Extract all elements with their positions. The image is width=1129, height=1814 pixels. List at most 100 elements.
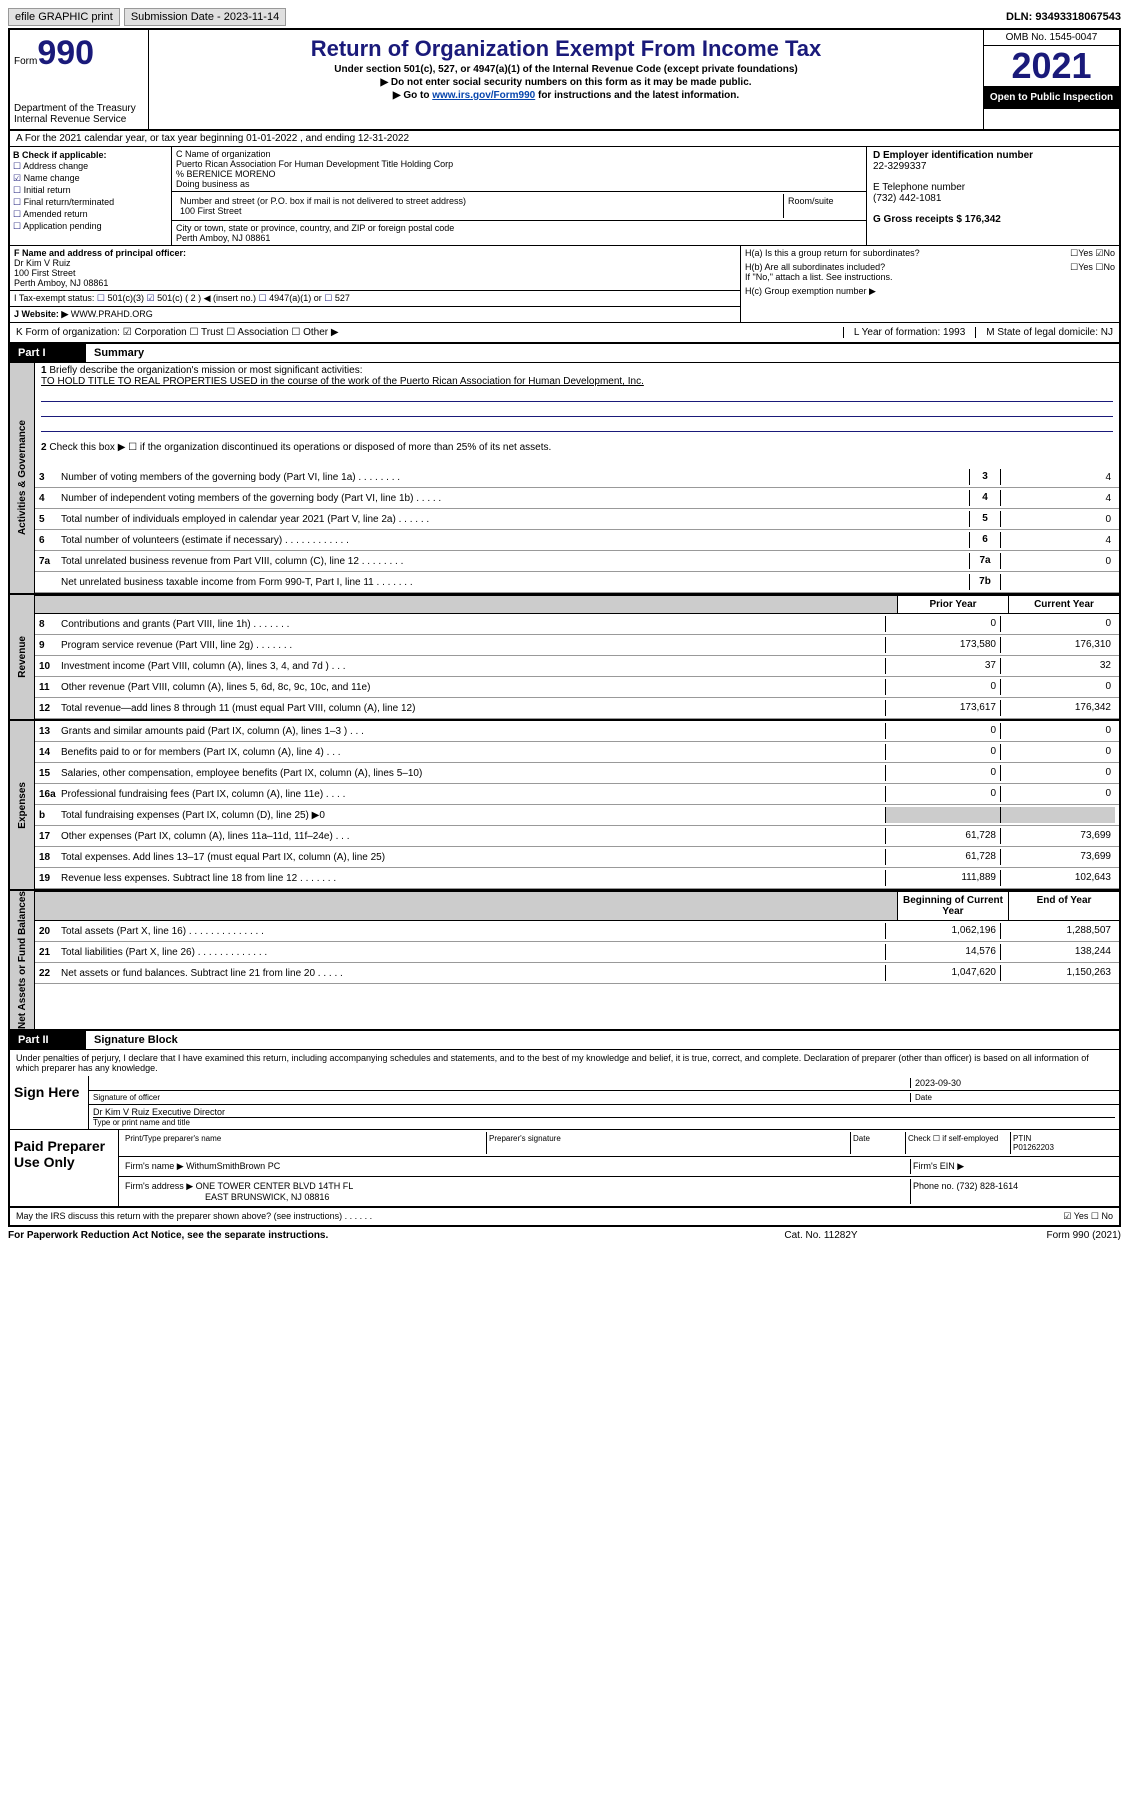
cb-final: Final return/terminated: [24, 197, 115, 207]
phone-value: (732) 442-1081: [873, 193, 1113, 204]
firm-addr-label: Firm's address ▶: [125, 1181, 193, 1191]
opt-501c: 501(c) ( 2 ) ◀ (insert no.): [157, 293, 256, 303]
checkbox-icon[interactable]: ☑: [13, 173, 21, 183]
prep-name-label: Print/Type preparer's name: [123, 1132, 486, 1154]
footer-paperwork: For Paperwork Reduction Act Notice, see …: [8, 1230, 721, 1241]
website-label: J Website: ▶: [14, 309, 68, 319]
hb-label: H(b) Are all subordinates included?: [745, 262, 885, 272]
city-label: City or town, state or province, country…: [176, 223, 862, 233]
checkbox-icon[interactable]: ☐: [13, 197, 21, 207]
ptin-label: PTIN: [1013, 1134, 1031, 1143]
submission-date: Submission Date - 2023-11-14: [124, 8, 286, 26]
hdr-current: Current Year: [1008, 596, 1119, 613]
tax-exempt-label: I Tax-exempt status:: [14, 293, 94, 303]
ein-value: 22-3299337: [873, 161, 1113, 172]
opt-501c3: 501(c)(3): [107, 293, 144, 303]
ha-answer: ☐Yes ☑No: [1070, 248, 1115, 259]
org-name-label: C Name of organization: [176, 149, 862, 159]
hdr-prior: Prior Year: [897, 596, 1008, 613]
checkbox-icon[interactable]: ☐: [13, 209, 21, 219]
instr-2-post: for instructions and the latest informat…: [535, 90, 739, 101]
dept-text: Department of the Treasury Internal Reve…: [14, 103, 144, 125]
hc-label: H(c) Group exemption number ▶: [745, 286, 1115, 297]
type-name-label: Type or print name and title: [93, 1117, 1115, 1127]
footer-cat: Cat. No. 11282Y: [721, 1230, 921, 1241]
tab-revenue: Revenue: [10, 595, 35, 719]
ptin-value: P01262203: [1013, 1143, 1054, 1152]
street-value: 100 First Street: [180, 206, 779, 216]
hdr-beginning: Beginning of Current Year: [897, 892, 1008, 920]
checkbox-icon[interactable]: ☐: [324, 293, 332, 303]
q2-text: Check this box ▶ ☐ if the organization d…: [49, 442, 551, 453]
gross-receipts: G Gross receipts $ 176,342: [873, 214, 1113, 225]
sig-officer-label: Signature of officer: [93, 1093, 910, 1102]
omb-number: OMB No. 1545-0047: [984, 30, 1119, 46]
checkbox-icon[interactable]: ☐: [13, 185, 21, 195]
dba-label: Doing business as: [176, 179, 862, 189]
sig-date: 2023-09-30: [910, 1078, 1115, 1088]
may-irs-answer: ☑ Yes ☐ No: [1063, 1211, 1113, 1222]
prep-sig-label: Preparer's signature: [486, 1132, 850, 1154]
form-id-box: Form990 Department of the Treasury Inter…: [10, 30, 149, 129]
hb-answer: ☐Yes ☐No: [1070, 262, 1115, 273]
date-label: Date: [910, 1093, 1115, 1102]
form-word: Form: [14, 56, 37, 67]
room-label: Room/suite: [784, 194, 862, 218]
self-employed-check: Check ☐ if self-employed: [905, 1132, 1010, 1154]
may-irs-discuss: May the IRS discuss this return with the…: [16, 1211, 372, 1222]
part-2-label: Part II: [10, 1031, 86, 1049]
checkbox-icon[interactable]: ☐: [97, 293, 105, 303]
instr-1: ▶ Do not enter social security numbers o…: [157, 77, 975, 88]
checkbox-icon[interactable]: ☐: [13, 221, 21, 231]
cb-name-change: Name change: [24, 173, 80, 183]
open-public-badge: Open to Public Inspection: [984, 86, 1119, 109]
tax-year: 2021: [984, 46, 1119, 86]
part-1-label: Part I: [10, 344, 86, 362]
firm-name-label: Firm's name ▶: [125, 1161, 184, 1171]
checkbox-icon[interactable]: ☐: [13, 161, 21, 171]
cb-addr-change: Address change: [23, 161, 88, 171]
tab-expenses: Expenses: [10, 721, 35, 889]
tab-net-assets: Net Assets or Fund Balances: [10, 891, 35, 1029]
q1-answer: TO HOLD TITLE TO REAL PROPERTIES USED in…: [41, 376, 644, 387]
firm-ein-label: Firm's EIN ▶: [910, 1159, 1115, 1174]
form-title: Return of Organization Exempt From Incom…: [157, 36, 975, 62]
prep-date-label: Date: [850, 1132, 905, 1154]
sign-here-label: Sign Here: [10, 1076, 89, 1129]
firm-addr-2: EAST BRUNSWICK, NJ 08816: [205, 1192, 329, 1202]
officer-city: Perth Amboy, NJ 08861: [14, 278, 736, 288]
cb-initial: Initial return: [24, 185, 71, 195]
col-b-header: B Check if applicable:: [13, 150, 168, 160]
firm-addr-1: ONE TOWER CENTER BLVD 14TH FL: [196, 1181, 354, 1191]
city-value: Perth Amboy, NJ 08861: [176, 233, 862, 243]
hb-note: If "No," attach a list. See instructions…: [745, 272, 1115, 282]
firm-phone: Phone no. (732) 828-1614: [910, 1179, 1115, 1204]
irs-link[interactable]: www.irs.gov/Form990: [432, 90, 535, 101]
officer-street: 100 First Street: [14, 268, 736, 278]
row-a-period: A For the 2021 calendar year, or tax yea…: [10, 131, 1119, 147]
cb-amended: Amended return: [23, 209, 88, 219]
form-container: Form990 Department of the Treasury Inter…: [8, 28, 1121, 1227]
part-2-name: Signature Block: [86, 1031, 186, 1049]
checkbox-icon[interactable]: ☐: [259, 293, 267, 303]
year-formation: L Year of formation: 1993: [843, 327, 975, 338]
opt-527: 527: [335, 293, 350, 303]
declaration-text: Under penalties of perjury, I declare th…: [10, 1050, 1119, 1076]
cb-pending: Application pending: [23, 221, 102, 231]
footer-form: Form 990 (2021): [921, 1230, 1121, 1241]
firm-name: WithumSmithBrown PC: [186, 1161, 280, 1171]
ein-label: D Employer identification number: [873, 150, 1113, 161]
website-value: WWW.PRAHD.ORG: [71, 309, 153, 319]
col-b-checkboxes: B Check if applicable: ☐ Address change …: [10, 147, 172, 245]
form-number: 990: [37, 34, 94, 72]
officer-name-title: Dr Kim V Ruiz Executive Director: [93, 1107, 1115, 1117]
instr-2-pre: ▶ Go to: [393, 90, 432, 101]
form-subtitle: Under section 501(c), 527, or 4947(a)(1)…: [157, 64, 975, 75]
street-label: Number and street (or P.O. box if mail i…: [180, 196, 779, 206]
q1-text: Briefly describe the organization's miss…: [49, 365, 362, 376]
checkbox-icon[interactable]: ☑: [147, 293, 155, 303]
phone-label: E Telephone number: [873, 182, 1113, 193]
dln-text: DLN: 93493318067543: [1006, 11, 1121, 23]
efile-print-button[interactable]: efile GRAPHIC print: [8, 8, 120, 26]
hdr-end: End of Year: [1008, 892, 1119, 920]
